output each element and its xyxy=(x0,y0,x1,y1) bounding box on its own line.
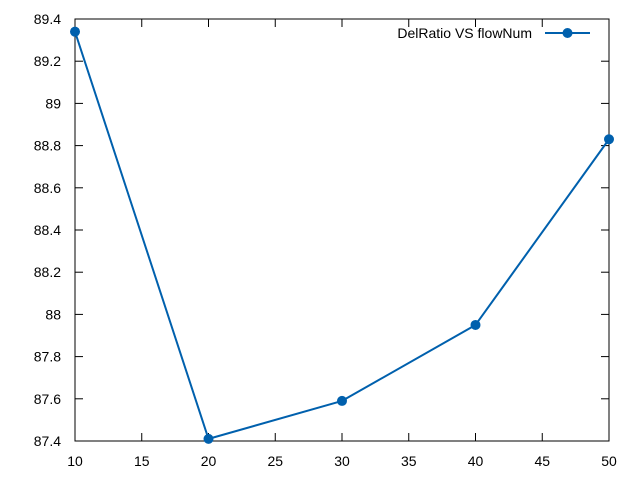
y-tick-label: 88.6 xyxy=(34,180,61,196)
legend: DelRatio VS flowNum xyxy=(397,25,590,41)
x-tick-label: 50 xyxy=(601,453,617,469)
y-tick-label: 88 xyxy=(45,306,61,322)
data-point xyxy=(604,134,614,145)
axes xyxy=(74,18,610,442)
data-point xyxy=(470,319,481,330)
x-tick-label: 30 xyxy=(334,453,350,469)
x-tick-label: 35 xyxy=(401,453,417,469)
series-layer xyxy=(70,26,614,444)
legend-marker xyxy=(562,28,573,38)
y-tick-label: 89.4 xyxy=(34,11,61,27)
data-point xyxy=(203,433,214,444)
y-tick-label: 87.6 xyxy=(34,391,61,407)
legend-label: DelRatio VS flowNum xyxy=(397,25,532,41)
y-tick-label: 87.4 xyxy=(34,433,61,449)
data-point xyxy=(337,395,347,406)
y-tick-label: 88.2 xyxy=(34,264,61,280)
data-point xyxy=(70,26,80,37)
y-tick-label: 89.2 xyxy=(34,53,61,69)
series-line xyxy=(74,31,610,440)
plot-frame xyxy=(74,18,610,442)
y-tick-label: 87.8 xyxy=(34,349,61,365)
x-tick-label: 45 xyxy=(534,453,550,469)
x-tick-label: 25 xyxy=(267,453,283,469)
y-tick-label: 88.4 xyxy=(34,222,61,238)
y-tick-label: 88.8 xyxy=(34,138,61,154)
y-tick-label: 89 xyxy=(45,95,61,111)
ticks: 10 15 20 25 30 35 40 45 50 87.4 87.6 87.8 88 88.2 88.4… xyxy=(34,11,617,469)
x-tick-label: 20 xyxy=(201,453,217,469)
x-tick-label: 40 xyxy=(468,453,484,469)
x-tick-label: 15 xyxy=(134,453,150,469)
x-tick-label: 10 xyxy=(67,453,83,469)
